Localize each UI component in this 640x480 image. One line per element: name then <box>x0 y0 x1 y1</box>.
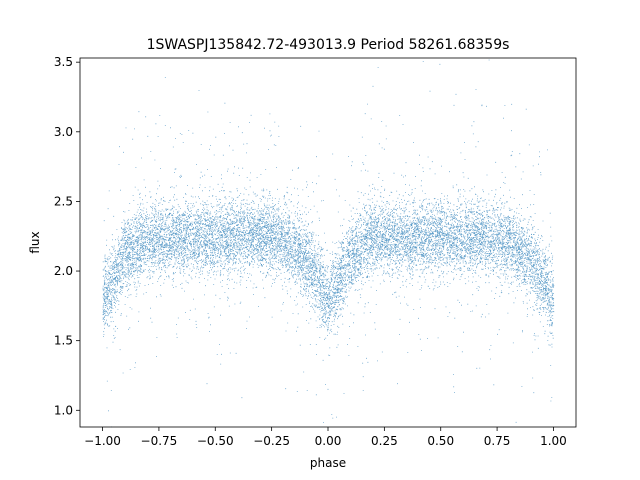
x-tick-label: 0.50 <box>427 434 454 448</box>
y-tick-label: 1.0 <box>54 403 73 417</box>
y-tick-label: 2.5 <box>54 194 73 208</box>
axes: −1.00 −0.75 −0.50 −0.25 0.00 0.25 0.50 0.75 1.00… <box>54 55 577 448</box>
x-tick-label: 0.25 <box>371 434 398 448</box>
x-axis-label: phase <box>310 456 346 470</box>
chart-title: 1SWASPJ135842.72-493013.9 Period 58261.6… <box>147 37 510 53</box>
y-tick-label: 1.5 <box>54 334 73 348</box>
scatter-point-cloud <box>102 59 555 428</box>
y-tick-label: 2.0 <box>54 264 73 278</box>
y-tick-label: 3.5 <box>54 55 73 69</box>
x-tick-label: 1.00 <box>540 434 567 448</box>
scatter-points <box>102 59 555 428</box>
x-tick-label: −0.75 <box>141 434 178 448</box>
x-tick-label: 0.00 <box>315 434 342 448</box>
plot-frame <box>79 57 577 428</box>
y-tick-label: 3.0 <box>54 125 73 139</box>
x-tick-label: −1.00 <box>84 434 121 448</box>
y-axis-label: flux <box>28 231 42 253</box>
x-tick-label: −0.25 <box>253 434 290 448</box>
x-tick-label: −0.50 <box>197 434 234 448</box>
x-tick-label: 0.75 <box>484 434 511 448</box>
